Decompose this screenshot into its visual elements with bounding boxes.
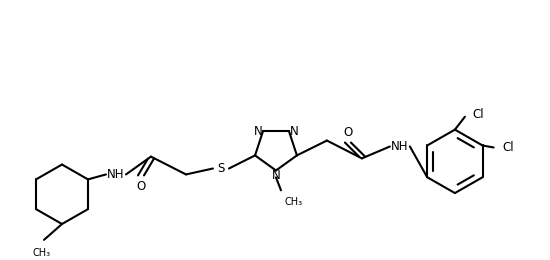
Text: O: O <box>343 126 353 139</box>
Text: N: N <box>272 169 280 182</box>
Text: S: S <box>217 162 224 175</box>
Text: N: N <box>289 125 298 138</box>
Text: CH₃: CH₃ <box>285 197 303 207</box>
Text: N: N <box>254 125 262 138</box>
Text: CH₃: CH₃ <box>33 248 51 258</box>
Text: Cl: Cl <box>503 141 514 154</box>
Text: NH: NH <box>391 140 409 153</box>
Text: Cl: Cl <box>472 108 483 121</box>
Text: O: O <box>136 180 146 193</box>
Text: NH: NH <box>107 168 125 181</box>
